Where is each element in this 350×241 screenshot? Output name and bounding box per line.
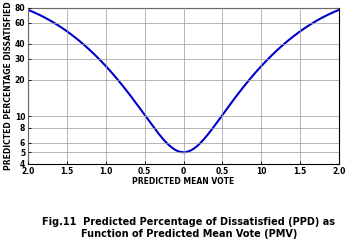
Text: Fig.11  Predicted Percentage of Dissatisfied (PPD) as
Function of Predicted Mean: Fig.11 Predicted Percentage of Dissatisf… <box>42 217 336 239</box>
Y-axis label: PREDICTED PERCENTAGE DISSATISFIED: PREDICTED PERCENTAGE DISSATISFIED <box>4 1 13 170</box>
X-axis label: PREDICTED MEAN VOTE: PREDICTED MEAN VOTE <box>132 177 235 186</box>
